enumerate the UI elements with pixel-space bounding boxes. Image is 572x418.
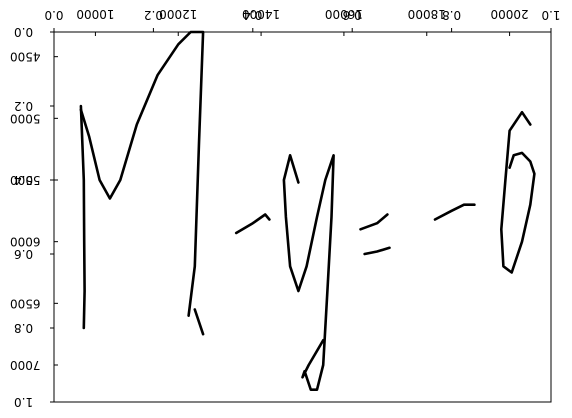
stroke-M-right (81, 32, 203, 316)
stroke-q (284, 155, 334, 389)
outer-y-tick-label: 0.2 (14, 99, 33, 113)
inner-y-tick-label: 6500 (10, 296, 41, 310)
stroke-minus-1 (236, 215, 269, 234)
stroke-eq-bottom (365, 248, 390, 254)
inner-y-tick-label: 4500 (10, 50, 41, 64)
inner-x-tick-label: 18000 (408, 7, 446, 21)
stroke-minus-2 (435, 205, 474, 220)
inner-y-tick-label: 5000 (10, 111, 41, 125)
inner-x-tick-label: 14000 (242, 7, 280, 21)
inner-y-tick-label: 5500 (10, 173, 41, 187)
stroke-M-tail (195, 310, 203, 335)
outer-y-tick-label: 0.0 (14, 25, 33, 39)
inner-y-tick-label: 6000 (10, 235, 41, 249)
plot-frame (54, 32, 551, 402)
stroke-M-left (81, 106, 85, 328)
ink-strokes (81, 32, 535, 390)
inner-x-tick-label: 10000 (76, 7, 114, 21)
inner-x-tick-label: 20000 (490, 7, 528, 21)
stroke-eq-top (361, 215, 388, 230)
outer-y-tick-label: 0.8 (14, 321, 33, 335)
inner-y-tick-label: 7000 (10, 358, 41, 372)
inner-x-tick-label: 12000 (159, 7, 197, 21)
outer-y-tick-label: 1.0 (14, 395, 33, 409)
outer-x-tick-label: 0.0 (44, 8, 63, 22)
outer-x-ticks: 0.0 0.2 0.4 0.6 0.8 1.0 (44, 8, 560, 32)
stroke-six (501, 112, 534, 272)
inner-x-tick-label: 16000 (325, 7, 363, 21)
outer-x-tick-label: 1.0 (541, 8, 560, 22)
outer-y-ticks: 0.00.20.40.60.81.0 (14, 25, 54, 409)
